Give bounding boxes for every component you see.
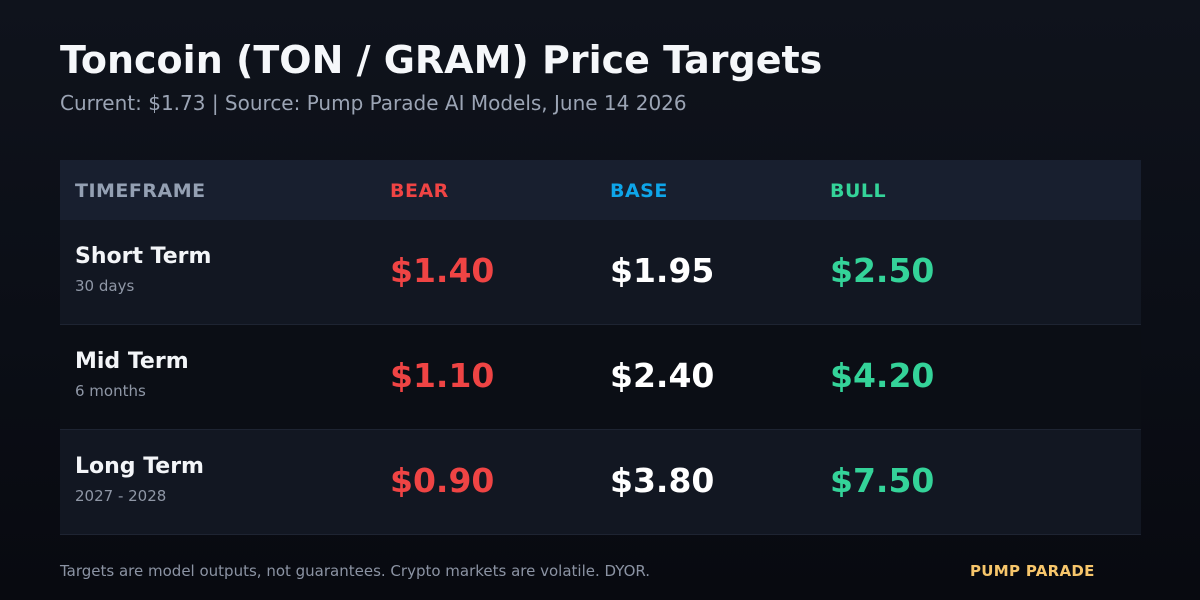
table-row-long-term: Long Term 2027 - 2028 $0.90 $3.80 $7.50 [60, 430, 1141, 535]
base-target-value: $3.80 [610, 461, 715, 500]
table-row-mid-term: Mid Term 6 months $1.10 $2.40 $4.20 [60, 325, 1141, 430]
timeframe-name: Long Term [75, 454, 204, 479]
column-header-base: BASE [610, 180, 668, 202]
column-header-bull: BULL [830, 180, 887, 202]
bear-target-value: $1.40 [390, 251, 495, 290]
timeframe-period: 2027 - 2028 [75, 487, 167, 505]
page-subtitle: Current: $1.73 | Source: Pump Parade AI … [60, 91, 687, 115]
brand-logo-text: PUMP PARADE [970, 562, 1095, 580]
timeframe-name: Short Term [75, 244, 212, 269]
timeframe-name: Mid Term [75, 349, 189, 374]
disclaimer-text: Targets are model outputs, not guarantee… [60, 562, 651, 580]
price-targets-table: TIMEFRAME BEAR BASE BULL Short Term 30 d… [60, 160, 1141, 535]
base-target-value: $1.95 [610, 251, 715, 290]
column-header-bear: BEAR [390, 180, 449, 202]
bear-target-value: $1.10 [390, 356, 495, 395]
table-row-short-term: Short Term 30 days $1.40 $1.95 $2.50 [60, 220, 1141, 325]
timeframe-period: 6 months [75, 382, 146, 400]
page-title: Toncoin (TON / GRAM) Price Targets [60, 38, 823, 82]
table-header-row: TIMEFRAME BEAR BASE BULL [60, 160, 1141, 220]
bull-target-value: $2.50 [830, 251, 935, 290]
bull-target-value: $4.20 [830, 356, 935, 395]
base-target-value: $2.40 [610, 356, 715, 395]
bull-target-value: $7.50 [830, 461, 935, 500]
timeframe-period: 30 days [75, 277, 135, 295]
bear-target-value: $0.90 [390, 461, 495, 500]
column-header-timeframe: TIMEFRAME [75, 180, 206, 202]
